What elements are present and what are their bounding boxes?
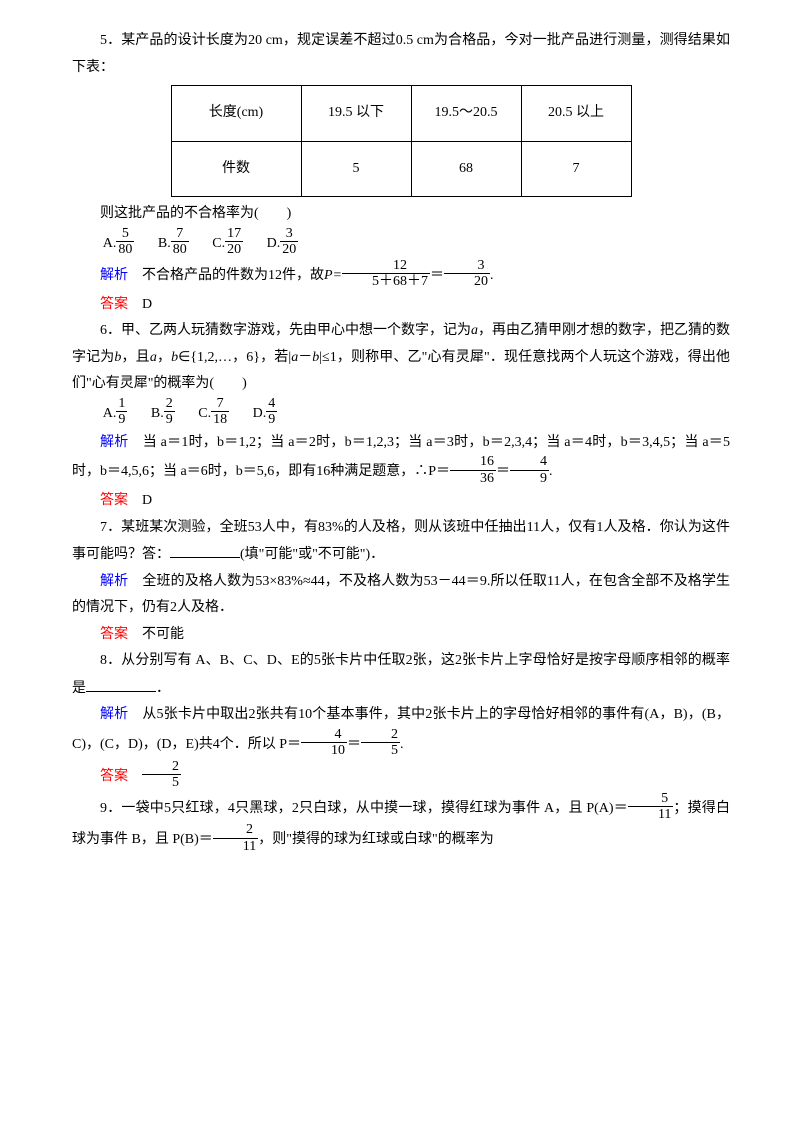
sol-label: 解析 [100, 268, 128, 283]
cell: 件数 [171, 141, 301, 197]
ans-label: 答案 [100, 627, 128, 642]
ans-label: 答案 [100, 769, 128, 784]
q8-solution: 解析 从5张卡片中取出2张共有10个基本事件，其中2张卡片上的字母恰好相邻的事件… [72, 702, 730, 760]
q6-solution: 解析 当 a＝1时，b＝1,2；当 a＝2时，b＝1,2,3；当 a＝3时，b＝… [72, 430, 730, 488]
opt-a: A. [103, 231, 117, 258]
q7-answer: 答案 不可能 [72, 622, 730, 649]
table-row: 长度(cm) 19.5 以下 19.5～20.5 20.5 以上 [171, 86, 631, 142]
ans-label: 答案 [100, 493, 128, 508]
opt-d: D. [267, 231, 281, 258]
opt-b: B. [151, 401, 164, 428]
q5-answer: 答案 D [72, 292, 730, 319]
cell: 长度(cm) [171, 86, 301, 142]
q9-prompt: 9．一袋中5只红球，4只黑球，2只白球，从中摸一球，摸得红球为事件 A，且 P(… [72, 793, 730, 857]
q5-solution: 解析 不合格产品的件数为12件，故P=125＋68＋7＝320. [72, 260, 730, 292]
q8-answer: 答案 25 [72, 761, 730, 793]
ans-label: 答案 [100, 297, 128, 312]
opt-a: A. [103, 401, 117, 428]
q7-prompt: 7．某班某次测验，全班53人中，有83%的人及格，则从该班中任抽出11人，仅有1… [72, 515, 730, 569]
q5-table: 长度(cm) 19.5 以下 19.5～20.5 20.5 以上 件数 5 68… [171, 85, 632, 197]
opt-c: C. [212, 231, 225, 258]
cell: 19.5～20.5 [411, 86, 521, 142]
cell: 68 [411, 141, 521, 197]
q6-options: A.19 B.29 C.718 D.49 [72, 398, 730, 430]
cell: 7 [521, 141, 631, 197]
table-row: 件数 5 68 7 [171, 141, 631, 197]
opt-d: D. [253, 401, 267, 428]
sol-label: 解析 [100, 707, 128, 722]
blank [170, 541, 240, 558]
cell: 19.5 以下 [301, 86, 411, 142]
q5-after: 则这批产品的不合格率为( ) [72, 201, 730, 228]
q6-answer: 答案 D [72, 488, 730, 515]
blank [86, 675, 156, 692]
opt-b: B. [158, 231, 171, 258]
q8-prompt: 8．从分别写有 A、B、C、D、E的5张卡片中任取2张，这2张卡片上字母恰好是按… [72, 648, 730, 702]
q5-prompt: 5．某产品的设计长度为20 cm，规定误差不超过0.5 cm为合格品，今对一批产… [72, 28, 730, 81]
sol-label: 解析 [100, 574, 128, 589]
opt-c: C. [198, 401, 211, 428]
q7-solution: 解析 全班的及格人数为53×83%≈44，不及格人数为53－44＝9.所以任取1… [72, 569, 730, 622]
q5-options: A.580 B.780 C.1720 D.320 [72, 228, 730, 260]
sol-label: 解析 [100, 435, 128, 450]
q6-prompt: 6．甲、乙两人玩猜数字游戏，先由甲心中想一个数字，记为a，再由乙猜甲刚才想的数字… [72, 318, 730, 398]
cell: 5 [301, 141, 411, 197]
cell: 20.5 以上 [521, 86, 631, 142]
